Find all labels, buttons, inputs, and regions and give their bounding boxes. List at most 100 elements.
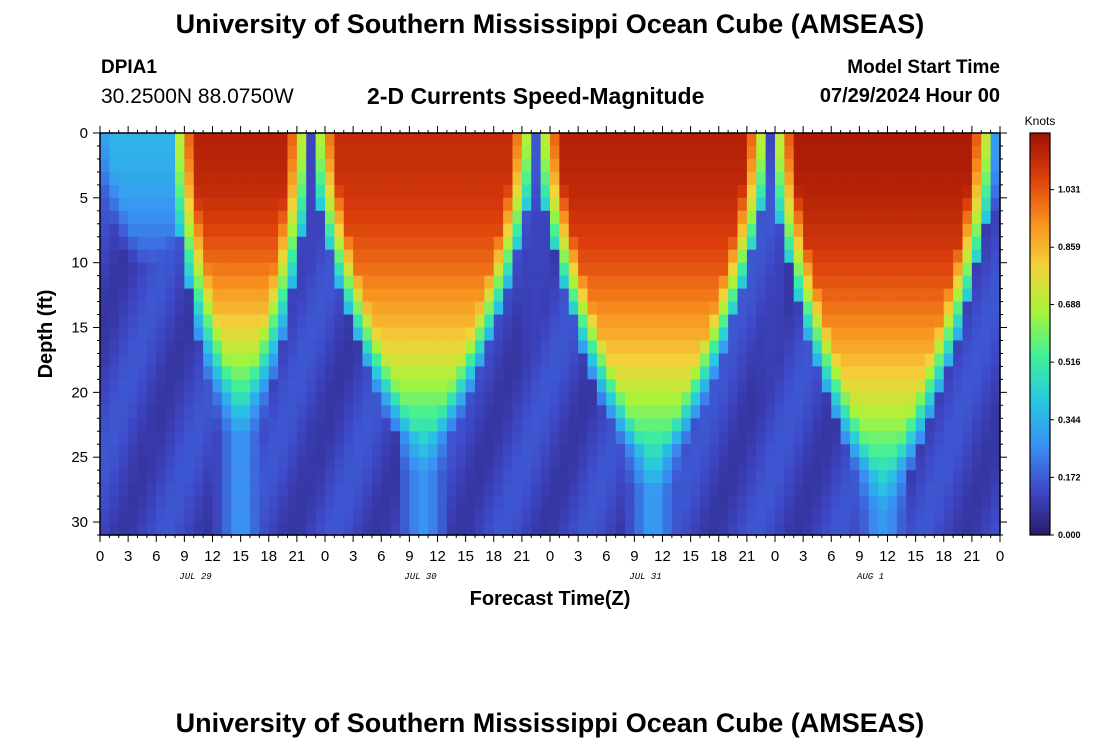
heatmap-cell (765, 379, 776, 393)
heatmap-cell (896, 353, 907, 368)
heatmap-cell (559, 184, 570, 199)
heatmap-cell (728, 444, 739, 458)
heatmap-cell (953, 392, 964, 406)
heatmap-cell (240, 340, 251, 355)
heatmap-cell (859, 509, 870, 523)
heatmap-cell (859, 340, 870, 355)
heatmap-cell (343, 301, 354, 316)
heatmap-cell (746, 392, 757, 406)
heatmap-cell (634, 340, 645, 355)
heatmap-cell (259, 197, 270, 212)
heatmap-cell (850, 262, 860, 277)
heatmap-cell (962, 470, 973, 484)
heatmap-cell (812, 431, 823, 445)
colorbar-tick-label: 0.516 (1058, 357, 1081, 367)
heatmap-cell (315, 470, 326, 484)
heatmap-cell (690, 340, 701, 355)
heatmap-cell (840, 392, 851, 406)
heatmap-cell (615, 249, 626, 264)
heatmap-cell (700, 379, 710, 393)
heatmap-cell (259, 301, 270, 316)
heatmap-cell (831, 184, 842, 199)
heatmap-cell (643, 327, 654, 342)
station-id: DPIA1 (101, 57, 157, 78)
heatmap-cell (512, 210, 523, 225)
heatmap-cell (381, 133, 392, 147)
heatmap-cell (418, 366, 429, 380)
heatmap-cell (456, 184, 467, 199)
heatmap-cell (100, 366, 110, 380)
heatmap-cell (156, 496, 167, 510)
heatmap-cell (728, 470, 739, 484)
heatmap-cell (596, 314, 607, 329)
heatmap-cell (587, 509, 598, 523)
heatmap-cell (165, 249, 176, 264)
heatmap-cell (850, 158, 860, 173)
heatmap-cell (962, 262, 973, 277)
heatmap-cell (868, 249, 879, 264)
colorbar-tick-label: 1.031 (1058, 185, 1081, 195)
heatmap-cell (559, 418, 570, 432)
heatmap-cell (193, 158, 204, 173)
heatmap-cell (259, 133, 270, 147)
heatmap-cell (109, 314, 120, 329)
heatmap-cell (137, 418, 148, 432)
heatmap-cell (465, 145, 476, 160)
heatmap-cell (934, 470, 945, 484)
heatmap-cell (775, 184, 785, 199)
heatmap-cell (484, 353, 495, 368)
heatmap-cell (746, 197, 757, 212)
heatmap-cell (212, 145, 223, 160)
heatmap-cell (868, 197, 879, 212)
heatmap-cell (400, 431, 410, 445)
heatmap-cell (503, 262, 514, 277)
heatmap-cell (531, 288, 542, 303)
heatmap-cell (531, 262, 542, 277)
heatmap-cell (709, 522, 720, 536)
heatmap-cell (165, 340, 176, 355)
heatmap-cell (175, 288, 185, 303)
heatmap-cell (221, 405, 232, 419)
heatmap-cell (259, 353, 270, 368)
heatmap-cell (831, 418, 842, 432)
heatmap-cell (259, 470, 270, 484)
heatmap-cell (793, 418, 804, 432)
heatmap-cell (812, 236, 823, 251)
heatmap-cell (943, 327, 954, 342)
heatmap-cell (821, 444, 832, 458)
heatmap-cell (559, 457, 570, 471)
heatmap-cell (709, 353, 720, 368)
heatmap-cell (146, 522, 157, 536)
heatmap-cell (821, 197, 832, 212)
heatmap-cell (531, 197, 542, 212)
heatmap-cell (690, 470, 701, 484)
heatmap-cell (306, 197, 317, 212)
heatmap-cell (962, 327, 973, 342)
heatmap-cell (625, 184, 635, 199)
heatmap-cell (878, 249, 889, 264)
heatmap-cell (296, 210, 307, 225)
heatmap-cell (156, 444, 167, 458)
heatmap-cell (325, 496, 335, 510)
heatmap-cell (831, 366, 842, 380)
heatmap-cell (812, 353, 823, 368)
heatmap-cell (193, 145, 204, 160)
heatmap-cell (259, 275, 270, 290)
heatmap-cell (671, 418, 682, 432)
heatmap-cell (343, 470, 354, 484)
heatmap-cell (681, 405, 692, 419)
heatmap-cell (540, 171, 551, 186)
heatmap-cell (231, 522, 242, 536)
heatmap-cell (315, 353, 326, 368)
heatmap-cell (728, 340, 739, 355)
heatmap-cell (493, 184, 504, 199)
heatmap-cell (671, 444, 682, 458)
heatmap-cell (493, 133, 504, 147)
heatmap-cell (718, 444, 729, 458)
heatmap-cell (400, 236, 410, 251)
heatmap-cell (409, 353, 420, 368)
heatmap-cell (371, 444, 382, 458)
heatmap-cell (803, 249, 814, 264)
heatmap-cell (643, 301, 654, 316)
heatmap-cell (606, 392, 617, 406)
